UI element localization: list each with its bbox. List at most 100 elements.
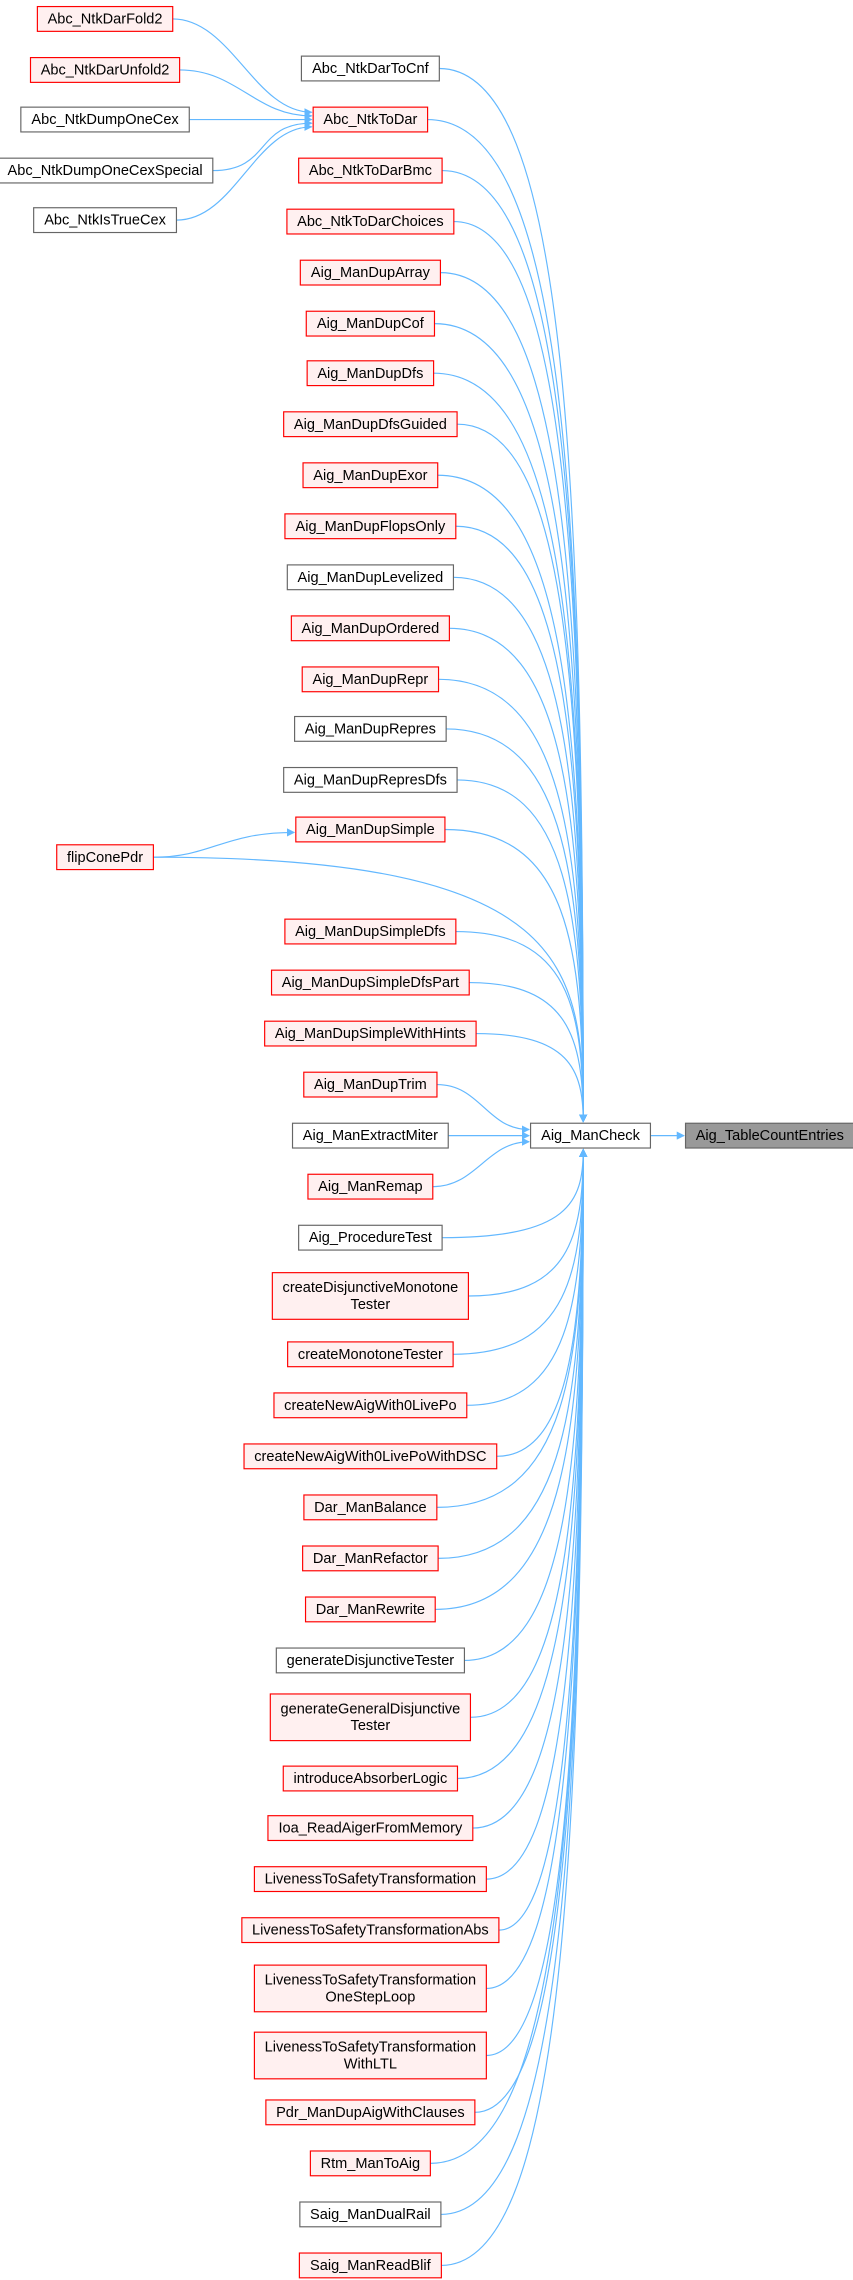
edge [457,779,588,1123]
node-box [284,918,457,945]
edge [212,119,313,172]
node: Abc_NtkToDarBmc [298,157,443,184]
node-box [290,615,450,642]
node-box [56,844,154,871]
edge [444,828,588,1123]
node-box [0,157,214,184]
node-label: LivenessToSafetyTransformation [265,1973,477,1989]
node-box [283,766,458,793]
node-label: Aig_TableCountEntries [696,1128,844,1144]
node: Aig_ManDupSimpleDfs [284,918,457,945]
node-box [265,2099,476,2126]
node-label: Aig_ManDupCof [317,316,425,332]
node-label: Aig_ManDupSimpleDfsPart [282,975,459,991]
node: Aig_ManDupDfsGuided [283,411,458,438]
node-label: Abc_NtkDumpOneCexSpecial [8,163,203,179]
edge [441,1148,588,2267]
node-label: WithLTL [344,2056,397,2072]
node-label: Aig_ManDupSimpleWithHints [275,1026,466,1042]
node: Aig_ManDupOrdered [290,615,450,642]
node-box [298,157,443,184]
node: Aig_ManRemap [307,1173,434,1200]
nodes: Abc_NtkDarFold2 Abc_NtkDarUnfold2 Abc_NtkD… [0,5,853,2279]
node: Aig_ManDupSimpleDfsPart [270,969,470,996]
node-label: Saig_ManReadBlif [310,2258,432,2274]
node-box [303,1071,438,1098]
node-label: Saig_ManDualRail [310,2207,431,2223]
node: Dar_ManBalance [303,1494,438,1521]
node-box [529,1122,652,1149]
node: Abc_NtkDarToCnf [300,55,440,82]
node-box [287,1341,454,1368]
edge [470,1148,588,1718]
node: Dar_ManRefactor [302,1545,439,1572]
node-label: Pdr_ManDupAigWithClauses [276,2105,465,2121]
node: Ioa_ReadAigerFromMemory [267,1815,474,1842]
node-label: Aig_ManDupRepresDfs [294,772,447,788]
node-box [286,208,455,235]
node-label: Abc_NtkDarFold2 [48,12,163,28]
node: Rtm_ManToAig [309,2150,431,2177]
node-label: createNewAigWith0LivePoWithDSC [254,1449,486,1465]
node-label: Aig_ManDupArray [311,265,431,281]
node: Abc_NtkToDarChoices [286,208,455,235]
node-box [309,2150,431,2177]
edge [179,69,313,120]
node-label: Aig_ManExtractMiter [303,1128,438,1144]
node: Aig_ManCheck [529,1122,652,1149]
node-box [303,1494,438,1521]
node-box [300,55,440,82]
edge [435,1148,588,1610]
node-label: Rtm_ManToAig [321,2156,421,2172]
node-box [33,207,178,234]
node-label: Aig_ManCheck [541,1128,640,1144]
edge [172,18,313,117]
node-label: createMonotoneTester [298,1347,443,1363]
node: Aig_TableCountEntries [684,1122,853,1149]
node: generateDisjunctiveTester [275,1647,466,1674]
node-box [253,2031,487,2080]
edge [476,1032,588,1123]
node-box [253,1866,487,1893]
node: Aig_ManDupRepres [294,715,447,742]
node-label: Aig_ManDupSimpleDfs [295,924,446,940]
edges [153,18,685,2267]
node-label: Dar_ManRefactor [313,1551,428,1567]
edge [474,1148,588,2113]
node-label: Aig_ManDupDfs [317,366,423,382]
node-label: Ioa_ReadAigerFromMemory [279,1821,463,1837]
edge [468,1148,588,1297]
edge [455,930,588,1123]
node-box [304,1596,436,1623]
node: LivenessToSafetyTransformation [253,1866,487,1893]
node: Dar_ManRewrite [304,1596,436,1623]
node: Abc_NtkDumpOneCexSpecial [0,157,214,184]
node: createNewAigWith0LivePoWithDSC [243,1443,498,1470]
node: LivenessToSafetyTransformationAbs [241,1917,500,1944]
node-label: Abc_NtkDarToCnf [312,61,429,77]
node-label: Abc_NtkDarUnfold2 [41,63,170,79]
node: Aig_ManDupExor [302,462,439,489]
node-label: Aig_ManDupExor [313,468,427,484]
edge [153,828,296,858]
node: Abc_NtkIsTrueCex [33,207,178,234]
node-box [312,106,429,133]
node-box [243,1443,498,1470]
edge [486,1148,588,1990]
node-label: Aig_ManDupSimple [306,822,435,838]
node-box [241,1917,500,1944]
node: Saig_ManDualRail [299,2201,442,2228]
node-label: createNewAigWith0LivePo [284,1398,456,1414]
edge [176,122,313,221]
node: Aig_ManDupDfs [306,360,435,387]
node-label: Aig_ManDupRepr [312,672,428,688]
node: flipConePdr [56,844,154,871]
node-box [275,1647,466,1674]
node-label: flipConePdr [67,850,143,866]
node-label: Abc_NtkToDar [323,112,417,128]
node-label: Aig_ManDupLevelized [298,570,444,586]
node-label: OneStepLoop [325,1989,415,2005]
node-label: Abc_NtkToDarChoices [297,214,444,230]
